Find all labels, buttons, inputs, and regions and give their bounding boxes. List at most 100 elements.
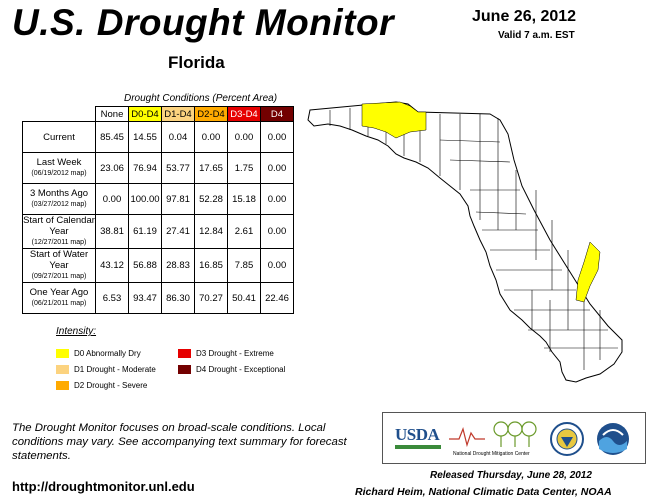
row-label: Start of Water Year (09/27/2011 map) <box>22 248 96 283</box>
table-cell: 100.00 <box>128 183 162 215</box>
table-cell: 0.00 <box>260 248 294 283</box>
table-cell: 15.18 <box>227 183 261 215</box>
table-cell: 22.46 <box>260 282 294 314</box>
table-cell: 0.00 <box>260 214 294 249</box>
doc-seal-icon <box>550 422 584 456</box>
table-cell: 2.61 <box>227 214 261 249</box>
florida-outline <box>307 101 623 383</box>
column-header: D0-D4 <box>128 106 162 122</box>
legend-label: D0 Abnormally Dry <box>74 349 141 358</box>
table-cell: 0.00 <box>260 121 294 153</box>
row-label-text: Start of Calendar Year <box>23 215 95 237</box>
page-title: U.S. Drought Monitor <box>12 2 394 43</box>
table-cell: 14.55 <box>128 121 162 153</box>
row-label-text: One Year Ago <box>29 287 89 298</box>
florida-drought-map <box>307 101 623 383</box>
row-label: Start of Calendar Year (12/27/2011 map) <box>22 214 96 249</box>
table-cell: 28.83 <box>161 248 195 283</box>
table-row: Last Week (06/19/2012 map) 23.06 76.94 53.77… <box>22 152 294 184</box>
ndmc-logo-icon <box>449 421 537 448</box>
row-label: Last Week (06/19/2012 map) <box>22 152 96 184</box>
table-row: One Year Ago (06/21/2011 map) 6.53 93.47 86.… <box>22 282 294 314</box>
table-cell: 0.04 <box>161 121 195 153</box>
table-cell: 53.77 <box>161 152 195 184</box>
table-cell: 6.53 <box>95 282 129 314</box>
drought-areas <box>361 101 601 303</box>
disclaimer-note: The Drought Monitor focuses on broad-sca… <box>12 422 347 462</box>
noaa-logo-icon <box>597 423 629 455</box>
website-link[interactable]: http://droughtmonitor.unl.edu <box>12 479 195 494</box>
legend-item-d0: D0 Abnormally Dry <box>56 349 141 358</box>
table-cell: 93.47 <box>128 282 162 314</box>
column-header: D4 <box>260 106 294 122</box>
legend-label: D4 Drought - Exceptional <box>196 365 286 374</box>
table-cell: 50.41 <box>227 282 261 314</box>
column-header: D1-D4 <box>161 106 195 122</box>
legend-item-d1: D1 Drought - Moderate <box>56 365 156 374</box>
legend-title: Intensity: <box>56 326 97 337</box>
table-cell: 52.28 <box>194 183 228 215</box>
legend-swatch <box>178 365 191 374</box>
table-cell: 85.45 <box>95 121 129 153</box>
table-cell: 97.81 <box>161 183 195 215</box>
row-label-map-date: (06/21/2011 map) <box>31 300 87 307</box>
row-label-text: 3 Months Ago <box>29 188 89 199</box>
table-cell: 76.94 <box>128 152 162 184</box>
table-row: Current 85.45 14.55 0.04 0.00 0.00 0.00 <box>22 121 294 153</box>
row-label-map-date: (09/27/2011 map) <box>31 273 87 280</box>
table-cell: 16.85 <box>194 248 228 283</box>
state-name: Florida <box>168 53 225 72</box>
map-date: June 26, 2012 <box>472 8 577 25</box>
author-credit: Richard Heim, National Climatic Data Cen… <box>355 486 612 498</box>
legend-swatch <box>56 349 69 358</box>
table-cell: 86.30 <box>161 282 195 314</box>
release-date: Released Thursday, June 28, 2012 <box>430 470 592 481</box>
drought-conditions-table: None D0-D4 D1-D4 D2-D4 D3-D4 D4 Current 8… <box>22 106 294 314</box>
usda-logo-swoosh <box>395 445 441 449</box>
table-cell: 0.00 <box>227 121 261 153</box>
row-label-map-date: (03/27/2012 map) <box>31 201 87 208</box>
d0-panhandle-area <box>361 101 427 139</box>
legend-swatch <box>56 365 69 374</box>
legend-item-d2: D2 Drought - Severe <box>56 381 147 390</box>
table-cell: 27.41 <box>161 214 195 249</box>
row-label-map-date: (12/27/2011 map) <box>31 239 87 246</box>
table-row: Start of Water Year (09/27/2011 map) 43.12… <box>22 248 294 283</box>
table-cell: 56.88 <box>128 248 162 283</box>
legend-item-d4: D4 Drought - Exceptional <box>178 365 285 374</box>
table-cell: 1.75 <box>227 152 261 184</box>
ndmc-logo-text: National Drought Mitigation Center <box>453 451 530 457</box>
column-header: D2-D4 <box>194 106 228 122</box>
table-cell: 0.00 <box>95 183 129 215</box>
row-label-map-date: (06/19/2012 map) <box>31 170 87 177</box>
table-cell: 0.00 <box>260 183 294 215</box>
table-cell: 43.12 <box>95 248 129 283</box>
table-row: Start of Calendar Year (12/27/2011 map) 38… <box>22 214 294 249</box>
table-cell: 61.19 <box>128 214 162 249</box>
table-header-row: None D0-D4 D1-D4 D2-D4 D3-D4 D4 <box>22 106 294 122</box>
legend-item-d3: D3 Drought - Extreme <box>178 349 274 358</box>
table-caption: Drought Conditions (Percent Area) <box>124 93 278 104</box>
row-label-text: Start of Water Year <box>29 249 89 271</box>
valid-time: Valid 7 a.m. EST <box>498 30 575 41</box>
table-cell: 38.81 <box>95 214 129 249</box>
row-label: Current <box>22 121 96 153</box>
legend-label: D1 Drought - Moderate <box>74 365 156 374</box>
table-cell: 0.00 <box>194 121 228 153</box>
row-label: One Year Ago (06/21/2011 map) <box>22 282 96 314</box>
legend-swatch <box>178 349 191 358</box>
table-cell: 7.85 <box>227 248 261 283</box>
legend-label: D2 Drought - Severe <box>74 381 148 390</box>
row-label-text: Last Week <box>36 157 82 168</box>
column-header: None <box>95 106 129 122</box>
table-cell: 0.00 <box>260 152 294 184</box>
row-label-text: Current <box>43 131 75 143</box>
partner-logos: USDA National Drought Mitigation Center <box>382 412 646 464</box>
d0-southwest-area <box>575 241 601 303</box>
column-header: D3-D4 <box>227 106 261 122</box>
table-row: 3 Months Ago (03/27/2012 map) 0.00 100.00 97… <box>22 183 294 215</box>
usda-logo: USDA <box>395 425 440 444</box>
legend-swatch <box>56 381 69 390</box>
legend-label: D3 Drought - Extreme <box>196 349 274 358</box>
row-label: 3 Months Ago (03/27/2012 map) <box>22 183 96 215</box>
